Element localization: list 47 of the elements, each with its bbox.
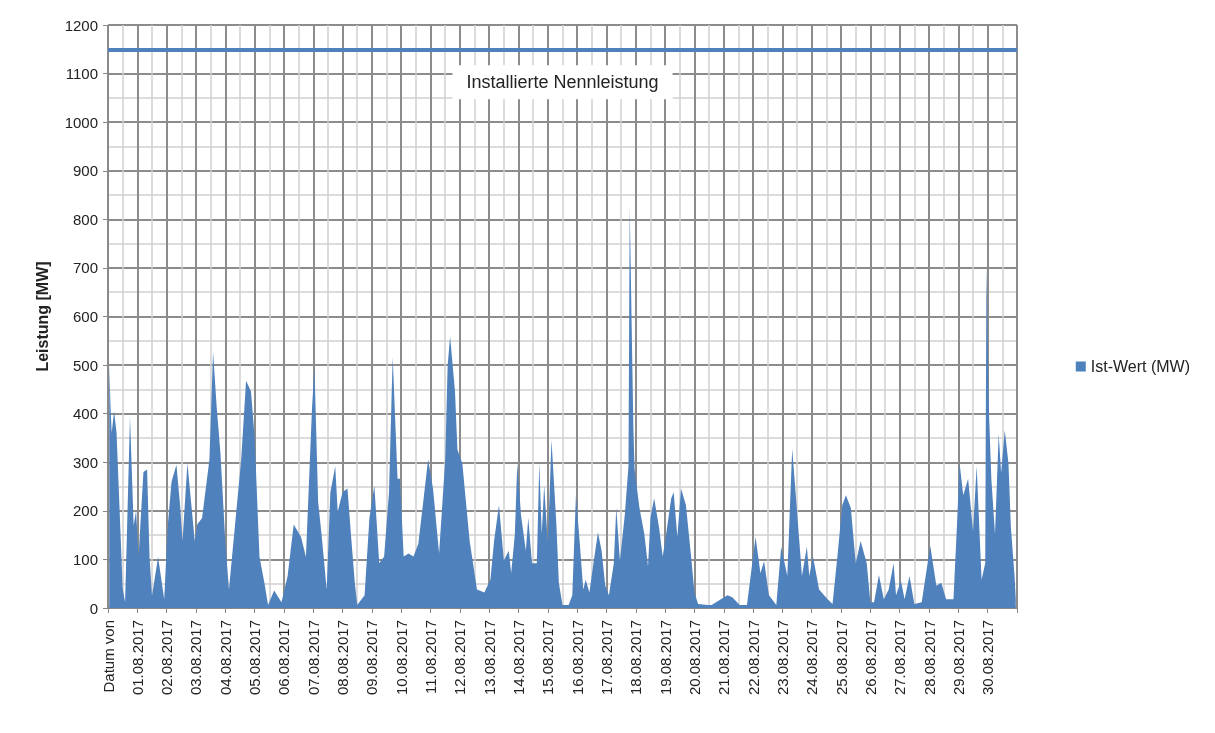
y-tick-label: 0 <box>89 599 98 617</box>
x-tick-label: 20.08.2017 <box>685 620 703 696</box>
x-tick-label: 22.08.2017 <box>744 620 762 696</box>
x-tick-label: 29.08.2017 <box>949 620 967 696</box>
x-tick-label: 05.08.2017 <box>246 620 264 696</box>
x-tick-label: 15.08.2017 <box>539 620 557 696</box>
y-tick-label: 1200 <box>64 16 98 34</box>
legend-label: Ist-Wert (MW) <box>1090 358 1190 375</box>
x-tick-label: 14.08.2017 <box>510 620 528 696</box>
y-tick-label: 600 <box>72 308 98 325</box>
x-tick-label: Datum von <box>99 620 117 693</box>
y-tick-label: 900 <box>72 162 98 180</box>
x-tick-label: 19.08.2017 <box>656 620 674 696</box>
x-tick-label: 28.08.2017 <box>920 620 938 696</box>
x-tick-label: 02.08.2017 <box>158 620 176 696</box>
x-tick-label: 07.08.2017 <box>304 620 322 696</box>
x-tick-label: 11.08.2017 <box>422 620 440 694</box>
x-tick-label: 17.08.2017 <box>597 620 615 696</box>
y-tick-label: 800 <box>72 210 98 228</box>
y-tick-label: 200 <box>72 502 98 520</box>
x-tick-label: 13.08.2017 <box>480 620 498 696</box>
x-tick-label: 18.08.2017 <box>627 620 645 696</box>
x-tick-label: 24.08.2017 <box>803 620 821 696</box>
x-tick-label: 10.08.2017 <box>392 620 410 696</box>
x-tick-label: 27.08.2017 <box>891 620 909 696</box>
y-tick-label: 500 <box>72 356 98 374</box>
y-axis-title: Leistung [MW] <box>33 261 51 372</box>
y-tick-label: 1000 <box>64 113 98 131</box>
x-tick-label: 26.08.2017 <box>861 620 879 696</box>
x-tick-label: 30.08.2017 <box>979 620 997 696</box>
x-tick-label: 08.08.2017 <box>334 620 352 696</box>
ref-line-label: Installierte Nennleistung <box>466 72 659 93</box>
x-tick-label: 03.08.2017 <box>187 620 205 696</box>
x-tick-label: 21.08.2017 <box>715 620 733 696</box>
x-tick-label: 06.08.2017 <box>275 620 293 696</box>
y-tick-label: 1100 <box>65 65 98 83</box>
x-tick-label: 25.08.2017 <box>832 620 850 696</box>
x-tick-label: 04.08.2017 <box>216 620 234 696</box>
x-tick-label: 09.08.2017 <box>363 620 381 696</box>
x-tick-label: 01.08.2017 <box>128 620 146 696</box>
y-tick-label: 100 <box>72 550 98 568</box>
x-tick-label: 12.08.2017 <box>451 620 469 696</box>
y-tick-label: 300 <box>72 453 98 471</box>
x-tick-label: 23.08.2017 <box>773 620 791 696</box>
y-tick-label: 400 <box>72 405 98 423</box>
x-tick-label: 16.08.2017 <box>568 620 586 696</box>
y-tick-label: 700 <box>72 259 98 277</box>
